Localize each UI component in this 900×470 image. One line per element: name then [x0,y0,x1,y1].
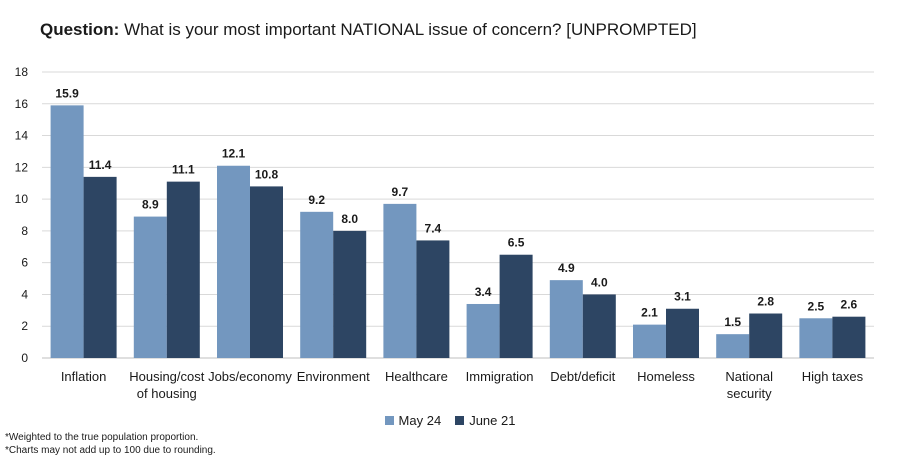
legend-swatch-june-21 [455,416,465,425]
x-category-label: Debt/deficit [550,369,615,384]
bar-may-24 [799,318,833,358]
data-label: 2.1 [641,306,658,320]
y-tick-label: 8 [21,224,28,238]
data-label: 4.9 [558,261,575,275]
x-category-label: Immigration [466,369,534,384]
chart-title: Question: What is your most important NA… [40,20,697,40]
data-label: 15.9 [55,86,79,100]
bar-chart: 0 2 4 6 8 10 12 14 16 18 15.9 11.4 Inflation 8.9 11.1 H… [15,65,874,401]
bar-june-21 [499,254,533,358]
y-tick-label: 0 [21,351,28,365]
data-label: 6.5 [508,236,525,250]
y-tick-label: 10 [15,192,29,206]
data-label: 3.4 [475,285,492,299]
data-label: 2.6 [841,298,858,312]
legend: May 24 June 21 [0,413,900,428]
bar-june-21 [416,240,450,358]
title-prefix: Question: [40,20,120,39]
data-label: 12.1 [222,147,246,161]
x-category-label: Inflation [61,369,107,384]
footnotes: *Weighted to the true population proport… [5,431,216,457]
x-category-label: High taxes [802,369,864,384]
bar-may-24 [549,280,583,358]
y-tick-label: 6 [21,256,28,270]
data-label: 11.4 [89,158,112,172]
bar-may-24 [383,203,417,358]
x-category-label: Jobs/economy [208,369,292,384]
bar-may-24 [716,334,750,358]
legend-label-june-21: June 21 [469,413,516,428]
bar-june-21 [582,294,616,358]
data-label: 4.0 [591,275,608,289]
data-label: 2.5 [808,299,825,313]
bar-june-21 [166,181,200,358]
bar-may-24 [300,211,334,358]
legend-item-june-21: June 21 [455,413,515,428]
x-category-label: National [725,369,773,384]
bar-may-24 [217,165,250,358]
x-category-label: of housing [137,386,197,401]
bar-june-21 [83,176,117,358]
legend-item-may-24: May 24 [384,413,442,428]
y-tick-label: 14 [15,129,29,143]
y-tick-label: 12 [15,160,29,174]
bar-june-21 [333,230,367,358]
legend-label-may-24: May 24 [398,413,442,428]
bar-june-21 [250,186,283,358]
bar-may-24 [133,216,167,358]
data-label: 9.2 [308,193,325,207]
y-tick-label: 16 [15,97,29,111]
data-label: 3.1 [674,290,691,304]
bar-june-21 [749,313,783,358]
footnote-weighting: *Weighted to the true population proport… [5,432,199,443]
footnote-rounding: *Charts may not add up to 100 due to rou… [5,445,216,456]
x-category-label: Housing/cost [129,369,205,384]
x-category-label: security [727,386,772,401]
x-category-label: Environment [297,369,370,384]
x-category-label: Homeless [637,369,695,384]
data-label: 1.5 [724,315,741,329]
legend-swatch-may-24 [384,416,394,425]
y-tick-label: 4 [21,287,28,301]
data-label: 9.7 [392,185,409,199]
data-label: 11.1 [172,163,195,177]
data-label: 7.4 [425,221,442,235]
y-tick-label: 2 [21,319,28,333]
data-label: 2.8 [757,295,774,309]
x-category-label: Healthcare [385,369,448,384]
bar-june-21 [832,316,866,358]
bar-may-24 [633,324,666,358]
title-text: What is your most important NATIONAL iss… [119,20,697,39]
y-tick-label: 18 [15,65,29,79]
bar-may-24 [466,303,500,358]
bar-may-24 [50,105,84,358]
bar-june-21 [666,308,699,358]
data-label: 8.9 [142,198,159,212]
data-label: 8.0 [341,212,358,226]
data-label: 10.8 [255,167,279,181]
